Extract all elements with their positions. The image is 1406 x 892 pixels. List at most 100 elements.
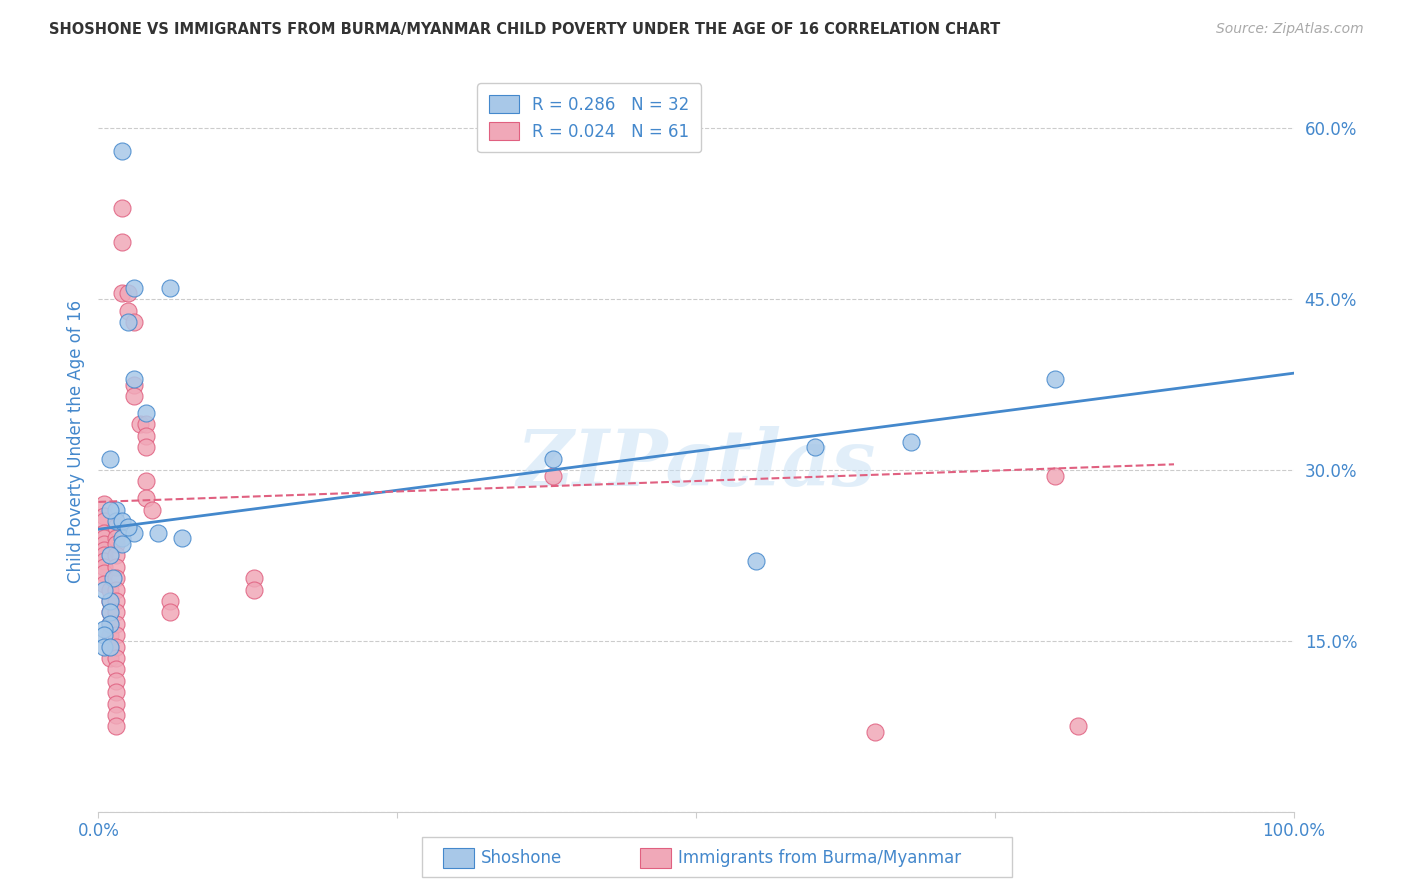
Point [98,594,122,608]
Point [105,616,128,631]
Point [243,582,266,597]
Point [93,628,115,642]
Point [129,417,152,432]
Point [135,429,157,443]
Point [124,525,146,540]
Point [98,616,122,631]
Point [541,451,564,466]
Point [172,532,194,546]
Point [105,707,128,722]
Text: Source: ZipAtlas.com: Source: ZipAtlas.com [1216,22,1364,37]
Point [804,440,827,454]
Point [98,451,122,466]
Point [541,468,564,483]
Point [105,503,128,517]
Point [93,532,115,546]
Point [93,554,115,568]
Point [93,549,115,563]
Point [111,537,134,551]
Point [105,549,128,563]
Point [124,377,146,392]
Point [105,532,128,546]
Text: ZIPatlas: ZIPatlas [516,425,876,502]
Point [93,525,115,540]
Point [1043,372,1066,386]
Point [105,571,128,585]
Point [98,594,122,608]
Point [111,235,134,250]
Point [105,537,128,551]
Point [105,606,128,620]
Point [111,144,134,158]
Point [111,286,134,301]
Point [117,286,139,301]
Point [93,508,115,523]
Text: Immigrants from Burma/Myanmar: Immigrants from Burma/Myanmar [678,849,960,867]
Point [98,606,122,620]
Text: Shoshone: Shoshone [481,849,562,867]
Point [243,571,266,585]
Legend: R = 0.286   N = 32, R = 0.024   N = 61: R = 0.286 N = 32, R = 0.024 N = 61 [477,83,702,153]
Point [135,475,157,489]
Point [1067,719,1090,733]
Point [105,520,128,534]
Point [105,514,128,528]
Point [745,554,768,568]
Point [98,616,122,631]
Point [135,440,157,454]
Point [159,594,181,608]
Point [124,281,146,295]
Point [105,594,128,608]
Point [865,725,887,739]
Point [98,628,122,642]
Point [93,497,115,511]
Point [117,315,139,329]
Point [117,520,139,534]
Point [105,697,128,711]
Point [105,685,128,699]
Point [124,372,146,386]
Point [159,281,181,295]
Y-axis label: Child Poverty Under the Age of 16: Child Poverty Under the Age of 16 [66,300,84,583]
Point [93,582,115,597]
Point [98,582,122,597]
Point [98,606,122,620]
Point [135,417,157,432]
Point [98,651,122,665]
Point [105,628,128,642]
Point [98,640,122,654]
Point [105,719,128,733]
Point [105,640,128,654]
Point [148,525,170,540]
Point [105,582,128,597]
Point [101,571,124,585]
Point [141,503,163,517]
Point [105,662,128,676]
Point [111,201,134,215]
Point [124,315,146,329]
Point [117,303,139,318]
Point [93,559,115,574]
Point [105,559,128,574]
Point [135,491,157,506]
Point [93,542,115,557]
Text: SHOSHONE VS IMMIGRANTS FROM BURMA/MYANMAR CHILD POVERTY UNDER THE AGE OF 16 CORR: SHOSHONE VS IMMIGRANTS FROM BURMA/MYANMA… [49,22,1001,37]
Point [135,406,157,420]
Point [111,514,134,528]
Point [98,640,122,654]
Point [105,651,128,665]
Point [93,514,115,528]
Point [111,532,134,546]
Point [124,389,146,403]
Point [159,606,181,620]
Point [1043,468,1066,483]
Point [105,673,128,688]
Point [98,549,122,563]
Point [93,577,115,591]
Point [93,640,115,654]
Point [98,503,122,517]
Point [93,566,115,580]
Point [93,537,115,551]
Point [93,623,115,637]
Point [900,434,922,449]
